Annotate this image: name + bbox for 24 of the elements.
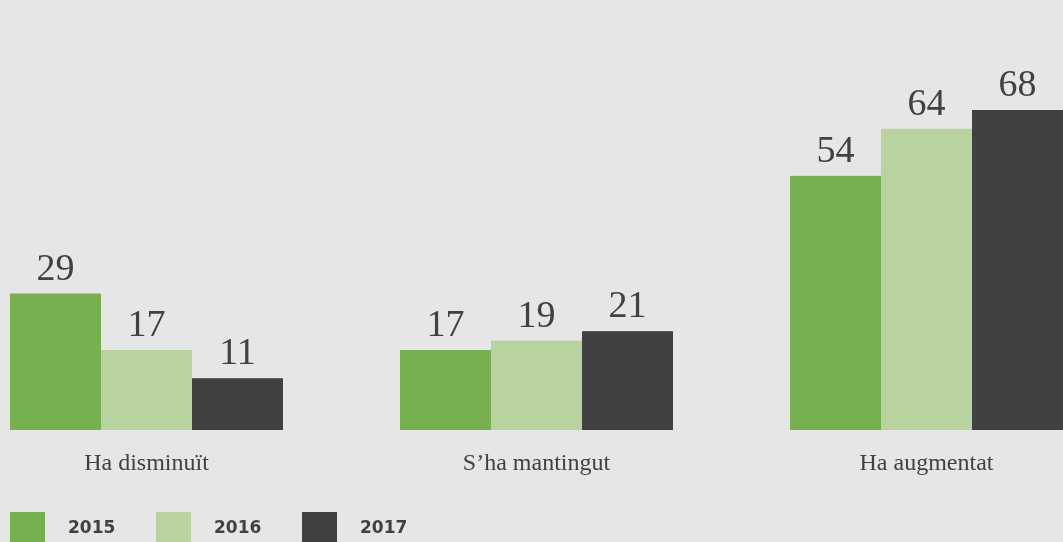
bar — [192, 378, 283, 430]
bar — [101, 350, 192, 430]
data-label: 29 — [36, 245, 75, 288]
bar — [582, 331, 673, 430]
data-label: 17 — [127, 302, 166, 344]
bar — [400, 350, 491, 430]
bar — [881, 128, 972, 430]
data-label: 64 — [907, 80, 946, 123]
data-label: 11 — [219, 330, 256, 373]
data-label: 19 — [517, 292, 556, 335]
x-tick-label: S’ha mantingut — [462, 449, 611, 475]
bar — [491, 340, 582, 430]
bar — [790, 175, 881, 430]
data-label: 54 — [816, 127, 855, 170]
legend-label: 2017 — [360, 517, 408, 537]
data-label: 68 — [998, 62, 1037, 104]
legend-label: 2015 — [68, 517, 116, 537]
data-label: 21 — [608, 283, 647, 326]
legend-label: 2016 — [214, 517, 262, 537]
x-tick-label: Ha augmentat — [859, 449, 994, 475]
bar — [972, 110, 1063, 430]
x-tick-label: Ha disminuït — [84, 449, 210, 475]
bar — [10, 293, 101, 430]
data-label: 17 — [426, 302, 465, 344]
